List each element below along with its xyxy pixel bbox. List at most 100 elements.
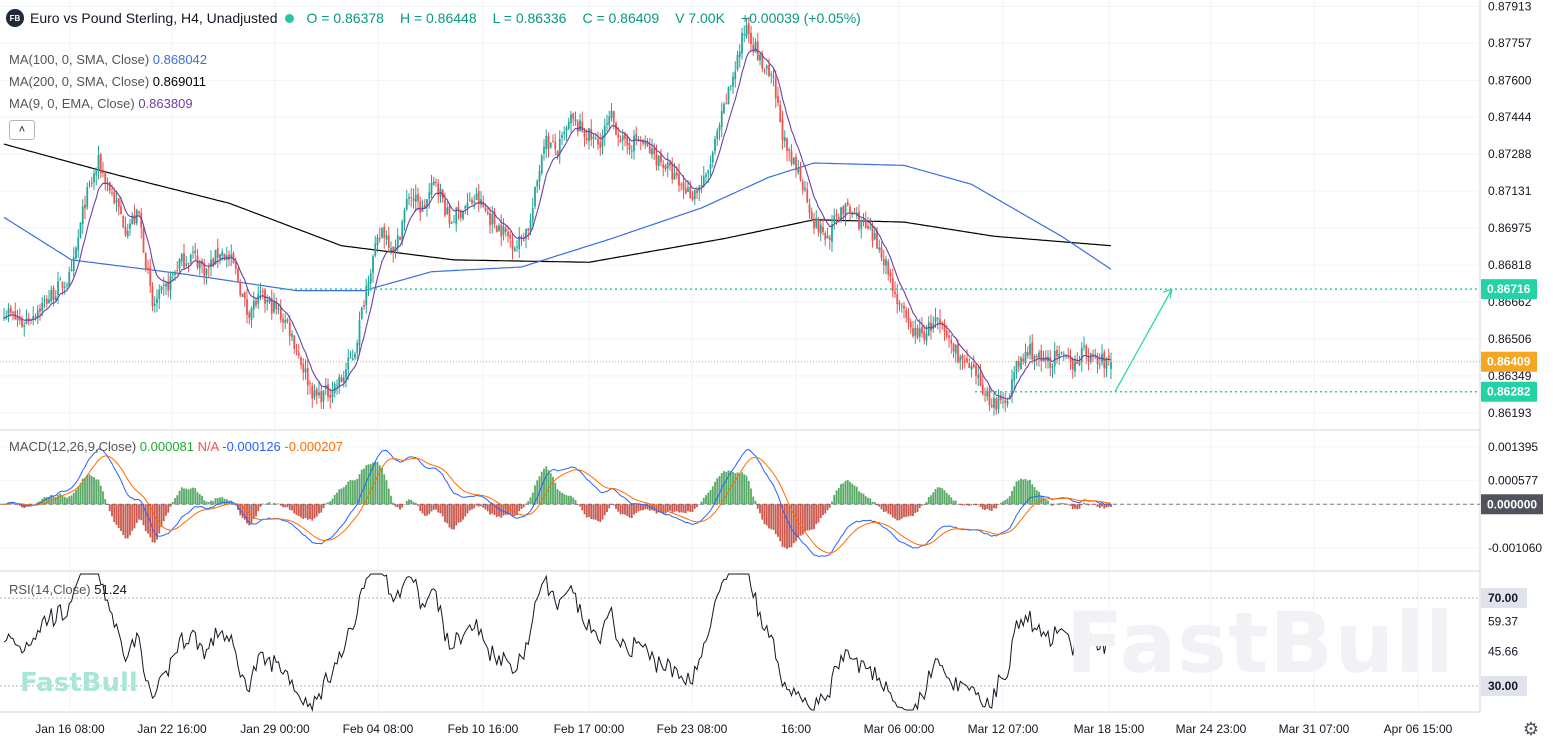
macd-bar [1049,504,1052,505]
gear-icon[interactable]: ⚙ [1522,719,1539,739]
macd-bar [106,504,109,505]
low-value: L = 0.86336 [492,10,567,26]
candle-body [349,357,352,359]
candle-body [939,319,941,325]
ma100-legend[interactable]: MA(100, 0, SMA, Close) 0.868042 [9,52,207,67]
macd-zero-tag [1481,494,1543,515]
macd-bar [610,504,613,505]
macd-bar [846,479,849,505]
candle-body [279,307,282,320]
candle-body [304,368,307,373]
macd-bar [1069,504,1072,507]
macd-bar [822,504,824,516]
candle-body [412,198,415,201]
macd-bar [799,504,802,536]
candle-body [968,363,971,368]
macd-bar [819,504,822,519]
symbol-title[interactable]: Euro vs Pound Sterling, H4, Unadjusted [30,10,278,26]
candle-body [205,269,208,275]
macd-bar [288,504,291,510]
macd-bar [243,504,246,520]
macd-bar [270,504,273,505]
candle-body [399,237,401,240]
macd-bar [428,504,431,515]
macd-bar [795,504,797,542]
candle-body [63,286,66,288]
macd-legend[interactable]: MACD(12,26,9,Close) 0.000081 N/A -0.0001… [9,439,343,454]
candle-body [788,149,791,152]
macd-bar [365,465,368,505]
candle-body [318,392,320,396]
candle-body [275,301,278,309]
ma9-legend[interactable]: MA(9, 0, EMA, Close) 0.863809 [9,96,193,111]
macd-bar [862,493,865,505]
macd-bar [520,504,523,509]
candle-body [1078,361,1081,365]
candle-body [646,141,649,146]
candle-body [115,200,118,203]
candle-body [682,182,685,190]
macd-bar [565,495,568,505]
macd-bar [417,504,419,506]
candle-body [374,243,377,256]
macd-bar [192,487,194,505]
candle-body [567,121,570,129]
macd-bar [354,480,356,505]
candle-body [747,23,750,34]
candle-body [552,141,554,143]
macd-bar [342,487,345,505]
candle-body [772,75,775,78]
candle-body [948,335,950,338]
macd-bar [1094,504,1097,505]
macd-line-value: -0.000126 [222,439,281,454]
macd-bar [644,504,647,510]
candle-body [633,135,635,152]
macd-bar [563,494,566,505]
rsi-legend[interactable]: RSI(14,Close) 51.24 [9,582,127,597]
candle-body [725,103,728,105]
candle-body [549,142,552,148]
candle-body [975,365,977,376]
macd-bar [878,504,881,507]
macd-bar [797,504,800,538]
candle-body [144,253,147,270]
macd-bar [1098,504,1101,508]
candle-body [860,220,863,229]
candle-body [32,315,35,320]
x-tick-label: Feb 10 16:00 [448,722,519,736]
candle-body [846,201,849,205]
candle-body [444,199,446,216]
candle-body [88,184,91,186]
macd-bar [714,481,716,505]
macd-bar [131,504,134,531]
macd-bar [257,504,260,512]
candle-body [754,42,757,53]
collapse-legend-button[interactable]: ˄ [9,120,35,140]
macd-bar [430,504,433,512]
price-tag [1481,279,1537,300]
candle-body [466,202,469,208]
candle-body [259,291,262,293]
rsi-value: 51.24 [94,582,127,597]
macd-bar [966,504,968,506]
candle-body [491,213,494,225]
candle-body [565,127,568,132]
macd-bar [567,495,570,505]
macd-bar [313,504,316,519]
x-tick-label: Apr 06 15:00 [1384,722,1453,736]
x-tick-label: Jan 22 16:00 [137,722,207,736]
macd-bar [410,499,413,505]
macd-bar [113,504,116,523]
macd-bar [864,496,867,505]
macd-zero-tag-label: 0.000000 [1487,497,1537,511]
ma200-legend[interactable]: MA(200, 0, SMA, Close) 0.869011 [9,74,206,89]
candle-body [592,136,595,139]
macd-bar [549,473,552,505]
macd-bar [687,504,689,512]
watermark-logo-small: FastBull [20,668,138,698]
candle-body [608,116,611,126]
macd-bar [513,504,516,517]
macd-bar [727,470,730,505]
candle-body [246,298,248,315]
candle-body [966,358,968,363]
